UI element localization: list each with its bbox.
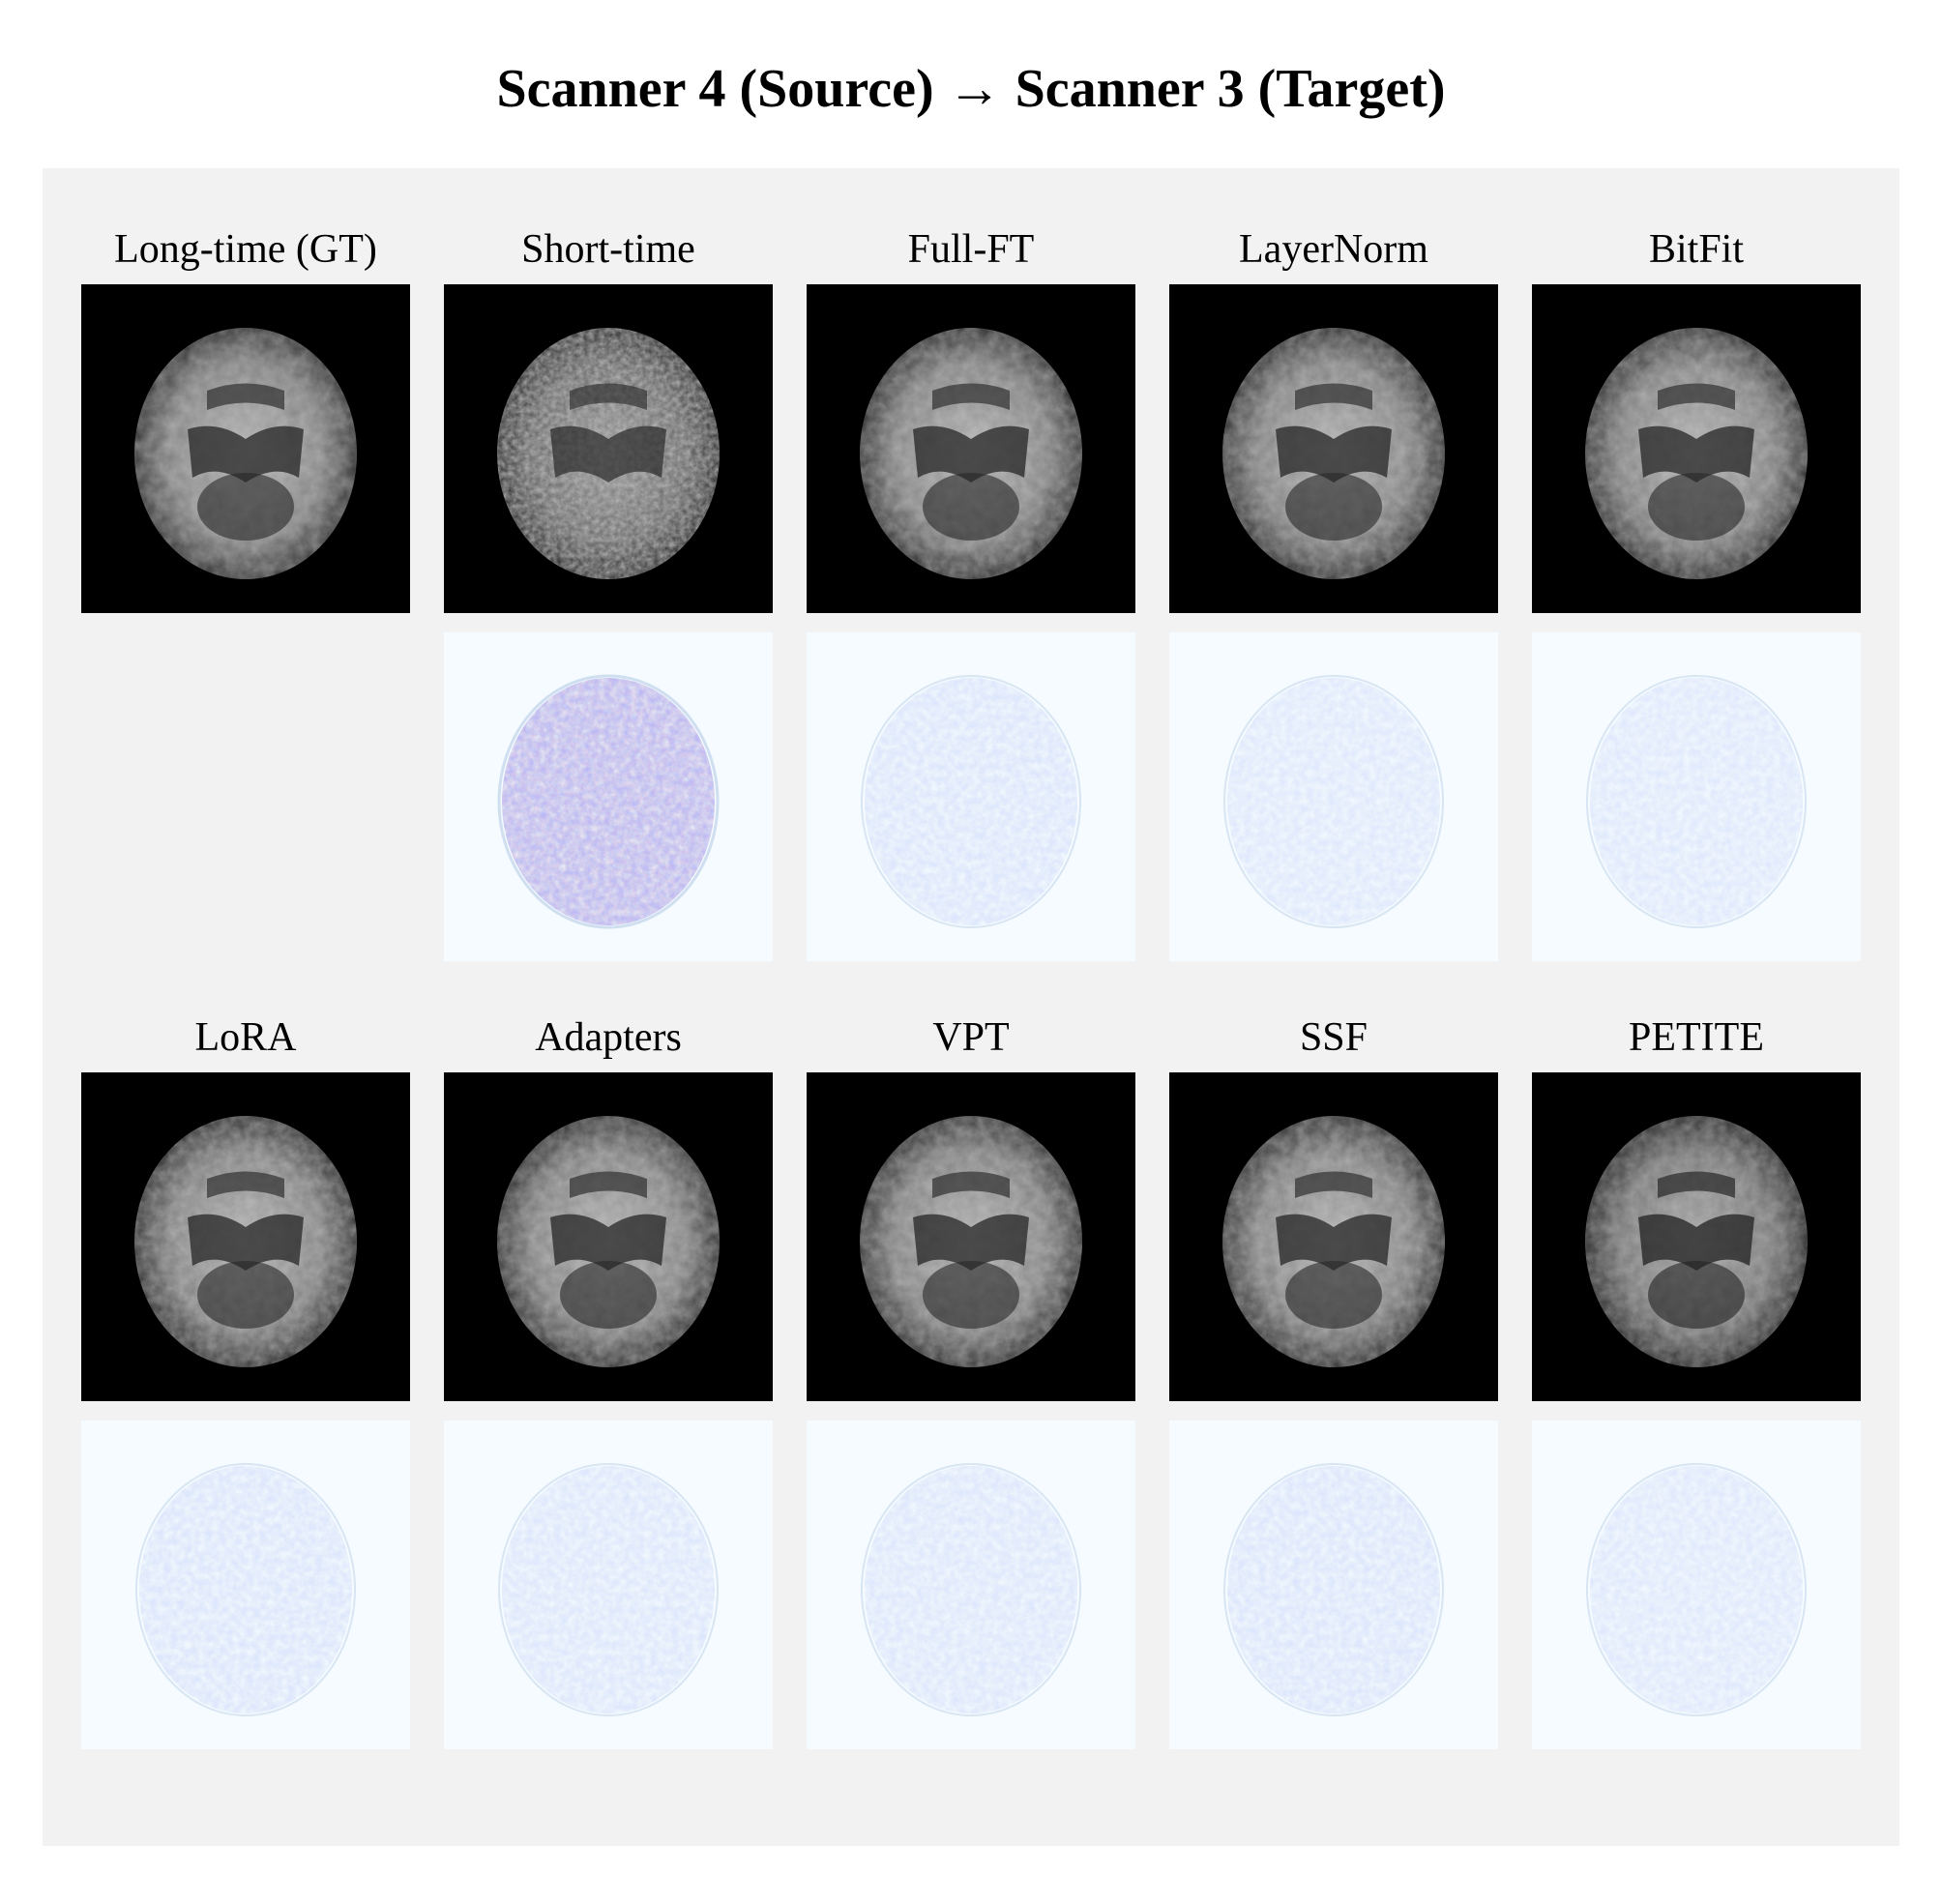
cell-ssf: SSF <box>1169 1014 1498 1401</box>
cell-fullft-error <box>807 632 1135 961</box>
cell-empty-error <box>81 632 410 961</box>
scan-vpt <box>807 1072 1135 1401</box>
label-layernorm: LayerNorm <box>1239 226 1428 273</box>
cell-vpt-error <box>807 1421 1135 1749</box>
cell-bitfit: BitFit <box>1532 226 1861 613</box>
cell-vpt: VPT <box>807 1014 1135 1401</box>
page-title: Scanner 4 (Source) → Scanner 3 (Target) <box>39 58 1903 120</box>
scan-shorttime <box>444 284 773 613</box>
scan-ssf <box>1169 1072 1498 1401</box>
label-longtime: Long-time (GT) <box>114 226 377 273</box>
cell-adapters-error <box>444 1421 773 1749</box>
scan-lora <box>81 1072 410 1401</box>
cell-longtime: Long-time (GT) <box>81 226 410 613</box>
cell-ssf-error <box>1169 1421 1498 1749</box>
cell-layernorm-error <box>1169 632 1498 961</box>
error-vpt <box>807 1421 1135 1749</box>
error-lora <box>81 1421 410 1749</box>
error-bitfit <box>1532 632 1861 961</box>
error-petite <box>1532 1421 1861 1749</box>
error-ssf <box>1169 1421 1498 1749</box>
cell-petite: PETITE <box>1532 1014 1861 1401</box>
scan-adapters <box>444 1072 773 1401</box>
scan-longtime <box>81 284 410 613</box>
label-adapters: Adapters <box>535 1014 682 1061</box>
row1-scans: Long-time (GT) <box>81 226 1861 613</box>
cell-shorttime-error <box>444 632 773 961</box>
cell-fullft: Full-FT <box>807 226 1135 613</box>
label-bitfit: BitFit <box>1649 226 1744 273</box>
cell-lora: LoRA <box>81 1014 410 1401</box>
cell-shorttime: Short-time <box>444 226 773 613</box>
scan-fullft <box>807 284 1135 613</box>
error-shorttime <box>444 632 773 961</box>
cell-petite-error <box>1532 1421 1861 1749</box>
cell-layernorm: LayerNorm <box>1169 226 1498 613</box>
row1-errors <box>81 632 1861 961</box>
error-adapters <box>444 1421 773 1749</box>
row2-scans: LoRA <box>81 1014 1861 1401</box>
scan-petite <box>1532 1072 1861 1401</box>
label-petite: PETITE <box>1629 1014 1764 1061</box>
label-shorttime: Short-time <box>521 226 695 273</box>
error-layernorm <box>1169 632 1498 961</box>
label-lora: LoRA <box>195 1014 297 1061</box>
label-vpt: VPT <box>932 1014 1009 1061</box>
row2-errors <box>81 1421 1861 1749</box>
scan-grid: Long-time (GT) <box>43 168 1899 1846</box>
scan-bitfit <box>1532 284 1861 613</box>
label-fullft: Full-FT <box>908 226 1035 273</box>
cell-adapters: Adapters <box>444 1014 773 1401</box>
cell-lora-error <box>81 1421 410 1749</box>
scan-layernorm <box>1169 284 1498 613</box>
error-fullft <box>807 632 1135 961</box>
label-ssf: SSF <box>1300 1014 1368 1061</box>
cell-bitfit-error <box>1532 632 1861 961</box>
